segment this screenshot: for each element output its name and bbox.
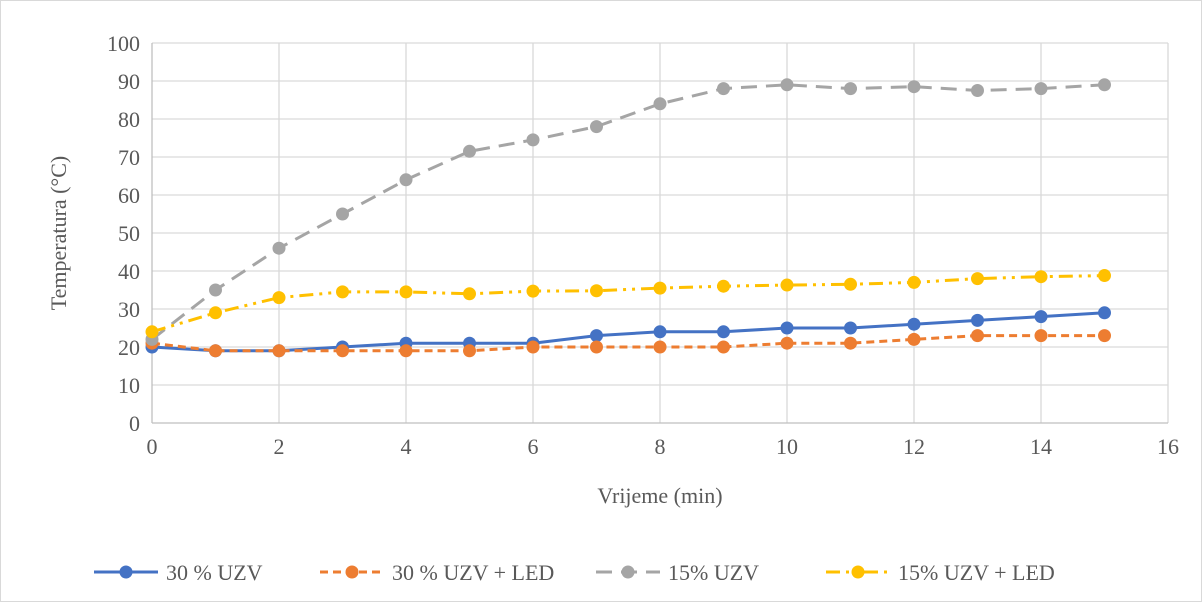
data-point [781, 322, 794, 335]
series-line [152, 276, 1105, 332]
data-point [527, 133, 540, 146]
data-point [146, 325, 159, 338]
legend-label: 30 % UZV [166, 560, 263, 585]
data-point [908, 318, 921, 331]
data-point [717, 280, 730, 293]
x-tick-label: 4 [401, 434, 412, 459]
legend: 30 % UZV 30 % UZV + LED 15% UZV 15% UZV + L… [94, 560, 1055, 585]
x-tick-label: 10 [776, 434, 798, 459]
data-point [971, 272, 984, 285]
data-point [844, 278, 857, 291]
data-point [209, 306, 222, 319]
y-tick-label: 50 [118, 221, 140, 246]
y-tick-label: 90 [118, 69, 140, 94]
data-point [273, 242, 286, 255]
series [146, 78, 1112, 357]
y-tick-label: 40 [118, 259, 140, 284]
series-line [152, 313, 1105, 351]
data-point [400, 285, 413, 298]
data-point [527, 285, 540, 298]
x-axis-title: Vrijeme (min) [597, 483, 722, 508]
y-tick-label: 30 [118, 297, 140, 322]
data-point [1098, 329, 1111, 342]
data-point [590, 341, 603, 354]
legend-marker [852, 566, 865, 579]
x-tick-label: 2 [274, 434, 285, 459]
data-point [527, 341, 540, 354]
data-point [971, 84, 984, 97]
series-line [152, 85, 1105, 340]
data-point [781, 337, 794, 350]
data-point [1098, 78, 1111, 91]
y-tick-label: 100 [107, 31, 140, 56]
data-point [717, 341, 730, 354]
data-point [844, 322, 857, 335]
tick-labels: 0 10 20 30 40 50 60 70 80 90 100 0 2 4 6 8 10 12 14 16 [107, 31, 1179, 459]
x-tick-label: 12 [903, 434, 925, 459]
data-point [1098, 306, 1111, 319]
data-point [400, 344, 413, 357]
data-point [1035, 329, 1048, 342]
data-point [908, 276, 921, 289]
data-point [336, 208, 349, 221]
x-tick-label: 6 [528, 434, 539, 459]
legend-item: 15% UZV [596, 560, 759, 585]
y-tick-label: 0 [129, 411, 140, 436]
series-4 [146, 269, 1112, 338]
data-point [971, 329, 984, 342]
data-point [463, 287, 476, 300]
data-point [400, 173, 413, 186]
x-tick-label: 16 [1157, 434, 1179, 459]
data-point [654, 341, 667, 354]
data-point [273, 344, 286, 357]
data-point [717, 82, 730, 95]
y-tick-label: 10 [118, 373, 140, 398]
data-point [463, 145, 476, 158]
data-point [1098, 269, 1111, 282]
data-point [781, 78, 794, 91]
legend-item: 15% UZV + LED [826, 560, 1055, 585]
legend-label: 15% UZV + LED [898, 560, 1055, 585]
data-point [336, 344, 349, 357]
y-tick-label: 20 [118, 335, 140, 360]
y-axis-title: Temperatura (°C) [46, 156, 71, 310]
data-point [209, 284, 222, 297]
data-point [209, 344, 222, 357]
data-point [654, 325, 667, 338]
data-point [590, 329, 603, 342]
data-point [273, 291, 286, 304]
data-point [1035, 270, 1048, 283]
legend-item: 30 % UZV + LED [320, 560, 554, 585]
data-point [654, 97, 667, 110]
legend-marker [622, 566, 635, 579]
data-point [781, 279, 794, 292]
y-tick-label: 60 [118, 183, 140, 208]
data-point [463, 344, 476, 357]
legend-item: 30 % UZV [94, 560, 263, 585]
data-point [971, 314, 984, 327]
data-point [1035, 310, 1048, 323]
data-point [590, 284, 603, 297]
legend-marker [346, 566, 359, 579]
data-point [717, 325, 730, 338]
data-point [908, 333, 921, 346]
data-point [844, 82, 857, 95]
y-tick-label: 80 [118, 107, 140, 132]
x-tick-label: 14 [1030, 434, 1052, 459]
data-point [1035, 82, 1048, 95]
data-point [654, 282, 667, 295]
data-point [908, 80, 921, 93]
x-tick-label: 8 [655, 434, 666, 459]
x-tick-label: 0 [147, 434, 158, 459]
legend-label: 15% UZV [668, 560, 759, 585]
legend-marker [120, 566, 133, 579]
series-1 [146, 306, 1112, 357]
data-point [336, 285, 349, 298]
legend-label: 30 % UZV + LED [392, 560, 554, 585]
data-point [590, 120, 603, 133]
data-point [844, 337, 857, 350]
y-tick-label: 70 [118, 145, 140, 170]
